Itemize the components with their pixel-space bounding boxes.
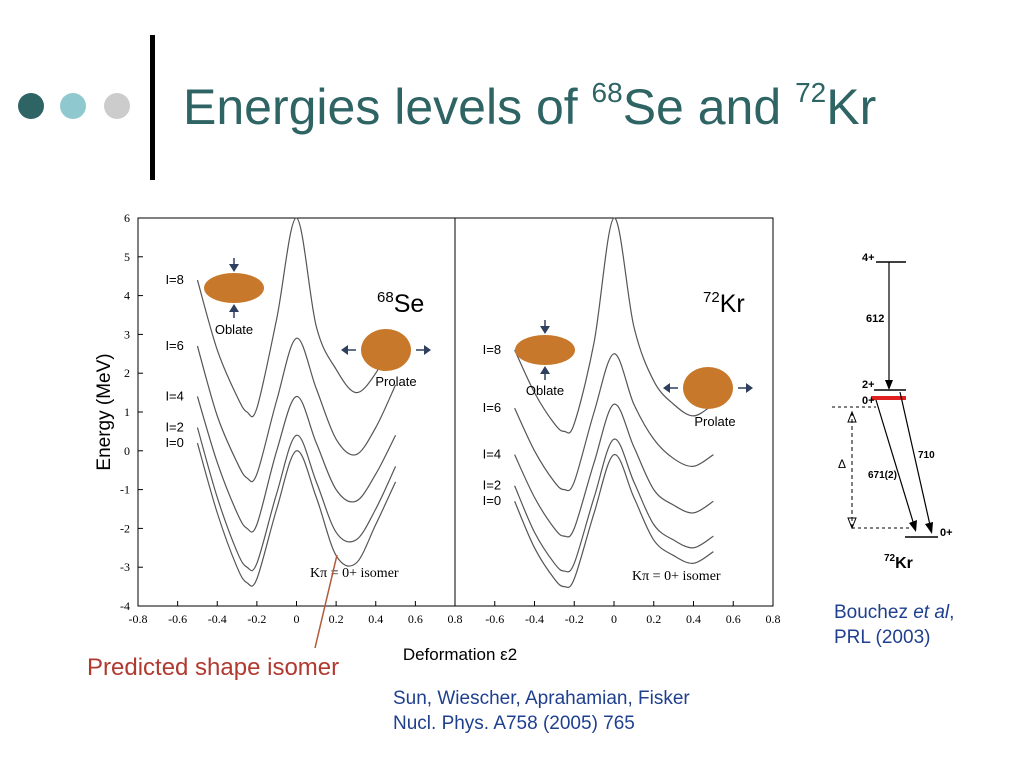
main-citation-line2: Nucl. Phys. A758 (2005) 765 [393, 713, 635, 734]
series-label: I=6 [165, 338, 183, 353]
oblate-shape-kr: Oblate [515, 320, 575, 398]
energy-curve-i-8 [514, 217, 714, 434]
x-tick-label: 0.6 [408, 612, 423, 626]
x-axis-label: Deformation ε2 [403, 645, 517, 664]
isomer-label-kr: Kπ = 0+ isomer [632, 569, 721, 584]
level-scheme: 4+ 612 2+ 0+ Δ 671(2) 710 0+ 72Kr [832, 252, 953, 572]
series-label: I=8 [483, 342, 501, 357]
y-tick-label: 4 [124, 289, 130, 303]
x-tick-label: -0.4 [208, 612, 227, 626]
oblate-label-se: Oblate [215, 322, 253, 337]
energy-curve-i-6 [196, 337, 397, 483]
transition-710-label: 710 [918, 450, 935, 461]
y-tick-label: 2 [124, 366, 130, 380]
series-label: I=2 [165, 420, 183, 435]
oblate-label-kr: Oblate [526, 383, 564, 398]
level-4plus-label: 4+ [862, 252, 875, 264]
isomer-label-se: Kπ = 0+ isomer [310, 566, 399, 581]
x-tick-label: -0.4 [525, 612, 544, 626]
series-label: I=6 [483, 400, 501, 415]
x-tick-label: 0 [294, 612, 300, 626]
energy-curve-i-2 [514, 438, 714, 573]
level-0plus-isomer-label: 0+ [862, 395, 875, 407]
series-label: I=0 [483, 493, 501, 508]
y-tick-label: -4 [120, 599, 130, 613]
dot-dark [18, 93, 44, 119]
slide-title: Energies levels of 68Se and 72Kr [183, 77, 877, 135]
energy-curve-i-0 [196, 442, 397, 587]
dot-gray [104, 93, 130, 119]
x-tick-label: 0.6 [726, 612, 741, 626]
x-tick-label: 0.2 [329, 612, 344, 626]
curves: I=0I=2I=4I=6I=8I=0I=2I=4I=6I=8 [165, 217, 714, 588]
side-citation-line2: PRL (2003) [834, 627, 931, 648]
series-label: I=2 [483, 478, 501, 493]
transition-612-label: 612 [866, 313, 884, 325]
nucleus-label-kr: 72Kr [703, 289, 745, 318]
prolate-label-kr: Prolate [694, 414, 735, 429]
y-tick-label: -1 [120, 483, 130, 497]
energy-curve-i-6 [514, 353, 714, 492]
transition-671 [875, 399, 915, 526]
level-0plus-gs-label: 0+ [940, 527, 953, 539]
main-citation-line1: Sun, Wiescher, Aprahamian, Fisker [393, 688, 690, 709]
x-tick-label: 0.8 [448, 612, 463, 626]
energy-curve-i-2 [196, 427, 397, 572]
nucleus-label-se: 68Se [377, 289, 424, 318]
side-citation: Bouchez et al, PRL (2003) [834, 600, 954, 650]
y-tick-label: 0 [124, 444, 130, 458]
x-tick-label: 0.2 [646, 612, 661, 626]
series-label: I=0 [165, 435, 183, 450]
prolate-label-se: Prolate [375, 374, 416, 389]
prolate-shape-se: Prolate [341, 329, 431, 389]
prolate-shape-kr: Prolate [663, 367, 753, 429]
x-tick-label: -0.6 [168, 612, 187, 626]
transition-671-label: 671(2) [868, 470, 897, 481]
y-tick-label: -3 [120, 560, 130, 574]
level-2plus-label: 2+ [862, 379, 875, 391]
x-tick-label: -0.2 [565, 612, 584, 626]
energy-curve-i-4 [196, 395, 397, 533]
transition-710 [899, 391, 931, 526]
y-tick-label: 5 [124, 250, 130, 264]
x-tick-label: 0 [611, 612, 617, 626]
x-tick-label: 0.8 [766, 612, 781, 626]
isomer-pointer [314, 554, 338, 649]
y-tick-label: 3 [124, 327, 130, 341]
x-tick-label: -0.8 [129, 612, 148, 626]
y-tick-label: -2 [120, 521, 130, 535]
side-citation-line1: Bouchez et al, [834, 602, 955, 623]
delta-label: Δ [838, 457, 846, 471]
series-label: I=8 [165, 272, 183, 287]
oblate-shape-se: Oblate [204, 258, 264, 337]
y-tick-label: 6 [124, 211, 130, 225]
energy-curve-i-4 [514, 403, 714, 538]
main-citation: Sun, Wiescher, Aprahamian, Fisker Nucl. … [393, 686, 690, 736]
x-tick-label: -0.6 [485, 612, 504, 626]
x-tick-label: -0.2 [247, 612, 266, 626]
dot-light [60, 93, 86, 119]
axes: -0.8 -0.6 -0.4 -0.2 0 0.2 0.4 0.6 0.8 -4 -3 -2 -1 0 1 2… [120, 211, 781, 626]
y-tick-label: 1 [124, 405, 130, 419]
title-divider [150, 35, 155, 180]
level-scheme-nucleus: 72Kr [884, 553, 913, 572]
x-tick-label: 0.4 [686, 612, 701, 626]
y-axis-label: Energy (MeV) [94, 353, 115, 470]
series-label: I=4 [165, 388, 183, 403]
series-label: I=4 [483, 447, 501, 462]
energy-curve-i-0 [514, 454, 714, 588]
predicted-isomer-label: Predicted shape isomer [87, 654, 339, 681]
energy-curve-i-8 [196, 217, 397, 418]
x-tick-label: 0.4 [368, 612, 383, 626]
